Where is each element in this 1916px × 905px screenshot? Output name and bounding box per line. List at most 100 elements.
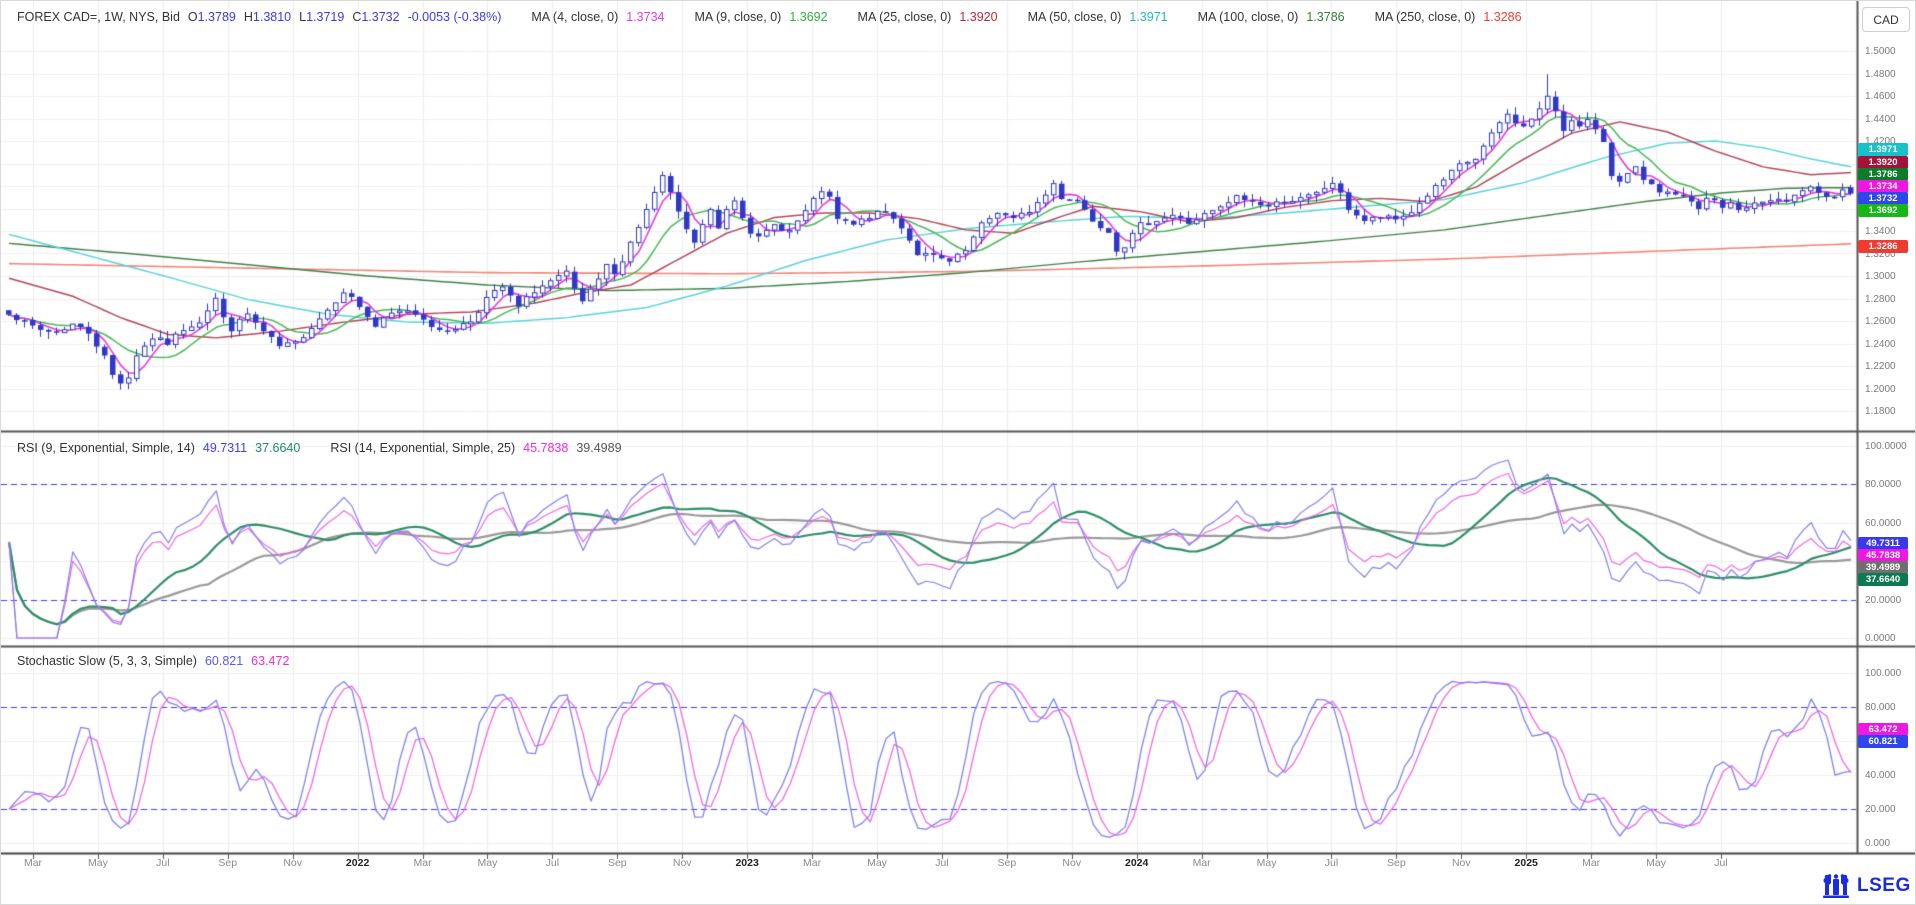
price-tick-label: 1.4800 — [1865, 68, 1896, 80]
month-label: Nov — [1451, 857, 1471, 869]
stoch-legend-segment: 60.821 — [204, 654, 244, 668]
lseg-logo: LSEG — [1821, 873, 1911, 899]
ma-label: MA (9, close, 0) — [694, 10, 782, 24]
month-label: May — [88, 857, 108, 869]
price-badge: 1.3786 — [1858, 167, 1908, 181]
month-label: Sep — [1387, 857, 1406, 869]
stoch-tick-label: 0.000 — [1865, 838, 1891, 849]
month-label: Mar — [413, 857, 432, 869]
month-label: Sep — [218, 857, 238, 869]
price-badge: 1.3920 — [1858, 155, 1908, 169]
rsi-badge: 39.4989 — [1858, 560, 1908, 574]
month-label: Sep — [997, 857, 1017, 869]
price-tick-label: 1.1800 — [1865, 406, 1896, 417]
price-tick-label: 1.2800 — [1865, 293, 1896, 305]
rsi-legend: RSI (9, Exponential, Simple, 14) 49.7311 3… — [17, 441, 630, 455]
quote-field-value: 1.3789 — [197, 10, 236, 24]
rsi-tick-label: 80.0000 — [1865, 479, 1902, 491]
rsi-tick-label: 0.0000 — [1865, 633, 1896, 644]
month-label: May — [1646, 857, 1666, 869]
quote-field-label: C — [352, 10, 362, 24]
month-label: Mar — [803, 857, 822, 869]
month-label: Jul — [1714, 857, 1728, 869]
ma-value: 1.3920 — [959, 10, 998, 24]
month-label: May — [1256, 857, 1277, 869]
stoch-tick-label: 20.000 — [1865, 804, 1896, 815]
ma-value: 1.3786 — [1306, 10, 1345, 24]
change-value: -0.0053 (-0.38%) — [407, 10, 502, 24]
price-tick-label: 1.3400 — [1865, 226, 1896, 237]
month-label: May — [477, 857, 498, 869]
main-chart-legend: FOREX CAD=, 1W, NYS, Bid O 1.3789 H 1.3810 L… — [17, 10, 1530, 24]
ma-value: 1.3734 — [626, 10, 665, 24]
rsi-tick-label: 100.0000 — [1865, 441, 1907, 452]
price-badge: 1.3734 — [1858, 179, 1908, 193]
ma-label: MA (100, close, 0) — [1197, 10, 1299, 24]
ma-value: 1.3286 — [1483, 10, 1522, 24]
year-label: 2025 — [1514, 857, 1538, 869]
price-tick-label: 1.3000 — [1865, 271, 1896, 282]
quote-field-value: 1.3810 — [252, 10, 292, 24]
rsi-tick-label: 60.0000 — [1865, 517, 1902, 529]
year-label: 2023 — [735, 857, 759, 869]
currency-axis-button[interactable]: CAD — [1862, 7, 1910, 32]
rsi-legend-segment: RSI (9, Exponential, Simple, 14) — [17, 441, 195, 455]
price-tick-label: 1.5000 — [1865, 46, 1896, 57]
stoch-legend-segment: Stochastic Slow (5, 3, 3, Simple) — [17, 654, 197, 668]
month-label: Nov — [283, 857, 303, 869]
year-label: 2022 — [345, 857, 370, 869]
rsi-badge: 49.7311 — [1858, 536, 1908, 550]
month-label: Jul — [1324, 857, 1339, 869]
stoch-legend-segment: 63.472 — [251, 654, 290, 668]
month-label: Nov — [1062, 857, 1082, 869]
price-badge: 1.3732 — [1858, 191, 1908, 205]
stoch-tick-label: 40.000 — [1865, 770, 1896, 781]
rsi-tick-label: 20.0000 — [1865, 594, 1902, 606]
rsi-legend-segment: RSI (14, Exponential, Simple, 25) — [330, 441, 516, 455]
month-label: Jul — [935, 857, 949, 869]
quote-values: O 1.3789 H 1.3810 L 1.3719 C 1.3732 -0.0053 (-0.… — [188, 10, 510, 24]
price-badge: 1.3286 — [1858, 239, 1908, 253]
month-label: Mar — [1582, 857, 1601, 869]
price-badge: 1.3692 — [1858, 203, 1908, 217]
month-label: Jul — [156, 857, 170, 869]
instrument-title: FOREX CAD=, 1W, NYS, Bid — [17, 10, 180, 24]
rsi-legend-segment: 45.7838 — [523, 441, 569, 455]
quote-field-label: O — [187, 10, 198, 24]
ma-value: 1.3971 — [1129, 10, 1168, 24]
rsi-legend-segment: 49.7311 — [202, 441, 248, 455]
quote-field-value: 1.3719 — [306, 10, 345, 24]
month-label: Mar — [23, 857, 43, 869]
ma-legend: MA (4, close, 0) 1.3734 MA (9, close, 0) 1.… — [509, 10, 1529, 24]
quote-field-label: H — [243, 10, 253, 24]
quote-field-label: L — [299, 10, 307, 24]
stoch-badge: 60.821 — [1858, 734, 1908, 748]
month-label: Sep — [607, 857, 627, 869]
ma-label: MA (4, close, 0) — [531, 10, 619, 24]
lseg-wordmark: LSEG — [1857, 875, 1911, 896]
lseg-crest-icon — [1823, 874, 1849, 898]
month-label: Nov — [672, 857, 692, 869]
rsi-legend-segment: 39.4989 — [576, 441, 622, 455]
stoch-tick-label: 80.000 — [1865, 702, 1896, 713]
rsi-legend-segment: 37.6640 — [255, 441, 301, 455]
price-tick-label: 1.2200 — [1865, 361, 1896, 372]
rsi-badge: 37.6640 — [1858, 572, 1908, 586]
ma-label: MA (25, close, 0) — [857, 10, 952, 24]
ma-label: MA (250, close, 0) — [1374, 10, 1476, 24]
month-label: May — [867, 857, 887, 869]
price-tick-label: 1.2400 — [1865, 338, 1896, 350]
price-tick-label: 1.2600 — [1865, 316, 1896, 327]
price-tick-label: 1.4400 — [1865, 113, 1896, 125]
year-label: 2024 — [1125, 857, 1149, 869]
month-label: Jul — [545, 857, 560, 869]
stoch-badge: 63.472 — [1858, 722, 1908, 736]
quote-field-value: 1.3732 — [361, 10, 400, 24]
rsi-badge: 45.7838 — [1858, 548, 1908, 562]
price-tick-label: 1.4200 — [1865, 136, 1896, 147]
price-badge: 1.3971 — [1858, 142, 1908, 156]
ma-value: 1.3692 — [789, 10, 828, 24]
price-tick-label: 1.4600 — [1865, 91, 1896, 102]
